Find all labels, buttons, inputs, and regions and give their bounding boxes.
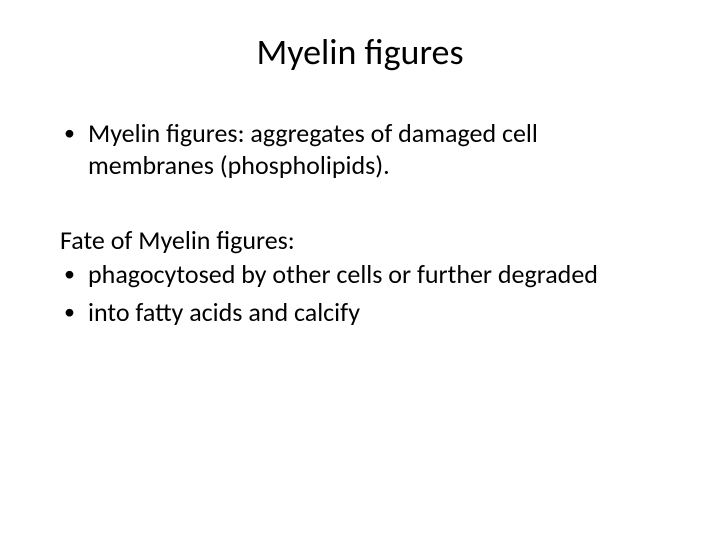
slide-title: Myelin figures (60, 30, 660, 74)
section-label: Fate of Myelin figures: (60, 225, 660, 257)
fate-bullet-list: phagocytosed by other cells or further d… (60, 259, 660, 328)
list-item: into fatty acids and calcify (60, 297, 660, 329)
slide-body: Myelin figures: aggregates of damaged ce… (60, 118, 660, 329)
intro-bullet-list: Myelin figures: aggregates of damaged ce… (60, 118, 660, 181)
list-item: Myelin figures: aggregates of damaged ce… (60, 118, 660, 181)
list-item: phagocytosed by other cells or further d… (60, 259, 660, 291)
slide: Myelin figures Myelin figures: aggregate… (0, 0, 720, 540)
